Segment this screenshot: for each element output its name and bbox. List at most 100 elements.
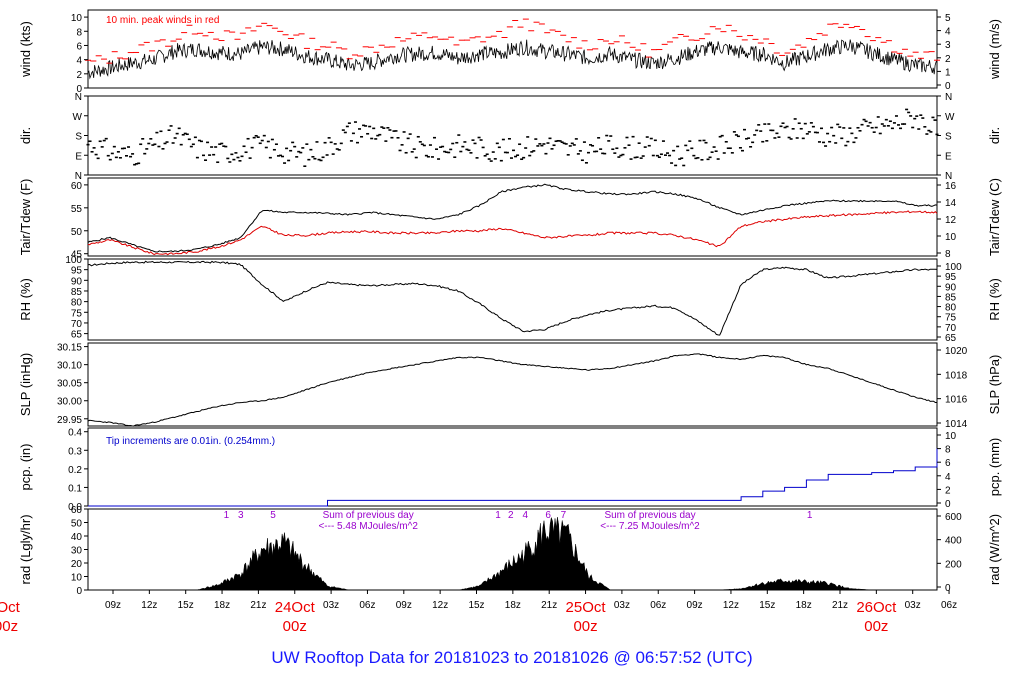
radiation-label: 4: [522, 510, 528, 521]
dir-point: [325, 154, 329, 156]
precip-annotation: Tip increments are 0.01in. (0.254mm.): [106, 436, 275, 447]
dir-point: [228, 161, 232, 163]
slp-left-tick-label: 29.95: [57, 415, 82, 426]
dir-point: [157, 145, 161, 148]
dir-point: [811, 125, 815, 128]
dir-point: [724, 140, 728, 143]
dir-point: [854, 137, 858, 139]
dir-point: [647, 144, 651, 147]
dir-point: [493, 158, 497, 160]
dir-point: [285, 147, 289, 150]
dir-ylabel: dir.: [18, 127, 33, 144]
dir-point: [266, 140, 270, 143]
dir-point: [518, 143, 522, 146]
radiation-label: 1: [224, 510, 230, 521]
dir-point: [633, 156, 637, 159]
dir-point: [246, 137, 250, 140]
dir-point: [124, 155, 128, 157]
dir-point: [254, 134, 258, 137]
dir-point: [696, 157, 700, 159]
dir-point: [191, 143, 195, 146]
dir-point: [135, 163, 139, 165]
dir-point: [548, 137, 552, 140]
dir-point: [341, 129, 345, 131]
dir-point: [167, 129, 171, 131]
dir-point: [552, 144, 556, 147]
tdew-line: [87, 210, 938, 256]
dir-point: [295, 156, 299, 158]
dir-point: [925, 133, 929, 135]
dir-point: [905, 108, 909, 111]
dir-point: [503, 151, 507, 154]
dir-point: [177, 127, 181, 130]
dir-point: [852, 141, 856, 144]
dir-point: [201, 154, 205, 157]
dir-point: [591, 144, 595, 147]
slp-ylabel-right: SLP (hPa): [987, 355, 1002, 415]
dir-point: [595, 150, 599, 153]
dir-point: [197, 139, 201, 142]
dir-point: [86, 143, 90, 146]
dir-point: [331, 153, 335, 155]
dir-point: [94, 153, 98, 156]
dir-point: [104, 137, 108, 140]
dir-point: [368, 125, 372, 128]
dir-left-tick-label: W: [73, 112, 83, 123]
dir-point: [183, 132, 187, 135]
dir-point: [129, 155, 133, 158]
dir-point: [564, 143, 568, 145]
dir-point: [836, 123, 840, 126]
precip-ylabel: pcp. (in): [18, 444, 33, 491]
dir-point: [856, 126, 860, 129]
dir-point: [617, 156, 621, 158]
wind-right-tick-label: 2: [945, 54, 951, 65]
dir-point: [935, 133, 939, 136]
dir-point: [195, 156, 199, 159]
dir-point: [698, 139, 702, 142]
radiation-label: 2: [508, 510, 514, 521]
rh-line: [87, 260, 938, 336]
dir-point: [753, 134, 757, 136]
x-tick-label: 15z: [178, 600, 194, 611]
radiation-right-tick-label: 600: [945, 512, 962, 523]
dir-point: [858, 129, 862, 132]
dir-point: [260, 139, 264, 142]
x-date-label-sub: 00z: [0, 618, 18, 635]
dir-point: [657, 156, 661, 159]
x-date-label: 26Oct: [856, 599, 897, 616]
dir-point: [580, 159, 584, 162]
dir-point: [532, 150, 536, 152]
dir-point: [805, 133, 809, 135]
dir-point: [710, 151, 714, 153]
dir-point: [208, 154, 212, 156]
dir-point: [455, 141, 459, 144]
temperature-left-tick-label: 55: [71, 204, 83, 215]
dir-point: [651, 154, 655, 157]
dir-point: [303, 165, 307, 168]
dir-point: [901, 123, 905, 125]
rh-right-tick-label: 70: [945, 323, 957, 334]
x-tick-label: 12z: [723, 600, 739, 611]
radiation-left-tick-label: 40: [71, 532, 83, 543]
dir-point: [520, 158, 524, 161]
dir-point: [886, 125, 890, 127]
rh-right-tick-label: 80: [945, 303, 957, 314]
precip-right-tick-label: 10: [945, 431, 957, 442]
dir-point: [755, 129, 759, 132]
dir-point: [747, 137, 751, 139]
temperature-right-tick-label: 10: [945, 232, 957, 243]
x-tick-label: 18z: [214, 600, 230, 611]
dir-point: [797, 122, 801, 125]
dir-point: [700, 158, 704, 161]
dir-point: [380, 126, 384, 128]
dir-point: [848, 127, 852, 129]
dir-point: [337, 149, 341, 151]
dir-point: [449, 148, 453, 151]
radiation-label: 6: [545, 510, 551, 521]
temperature-left-tick-label: 60: [71, 181, 83, 192]
dir-point: [139, 143, 143, 146]
dir-point: [635, 156, 639, 159]
dir-point: [615, 147, 619, 150]
panel-frame-slp: [87, 342, 938, 427]
dir-point: [589, 144, 593, 146]
